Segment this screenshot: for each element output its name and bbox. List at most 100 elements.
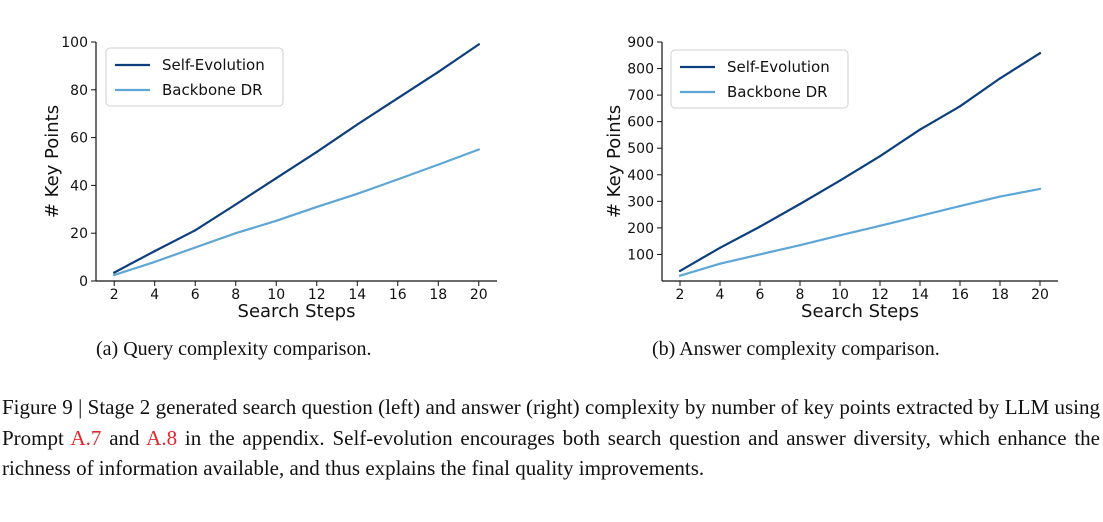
data-point — [678, 274, 682, 277]
data-point — [678, 269, 682, 273]
x-tick-label: 14 — [911, 287, 929, 303]
y-tick-label: 700 — [627, 88, 654, 104]
data-point — [918, 214, 922, 218]
data-point — [315, 205, 318, 209]
chart-b: 2 4 6 8 10 12 14 16 18 20 100 200 300 400 500 600 700 800… — [604, 35, 1058, 322]
x-tick-label: 20 — [470, 287, 488, 303]
y-tick-label: 100 — [61, 35, 88, 51]
legend-label: Self-Evolution — [162, 56, 265, 74]
data-point — [758, 253, 762, 256]
x-axis-label: Search Steps — [238, 301, 356, 322]
y-tick-label: 80 — [70, 83, 88, 99]
y-tick-label: 900 — [627, 35, 654, 51]
x-tick-label: 18 — [991, 287, 1009, 303]
data-point — [234, 232, 237, 235]
data-point — [275, 219, 278, 222]
x-tick-label: 20 — [1031, 287, 1049, 303]
data-point — [998, 195, 1002, 198]
y-tick-label: 500 — [627, 141, 654, 157]
data-point — [798, 202, 802, 206]
data-point — [153, 250, 156, 253]
y-axis-label: # Key Points — [42, 105, 63, 218]
y-tick-label: 300 — [627, 194, 654, 210]
x-tick-label: 4 — [150, 287, 159, 303]
x-tick-label: 8 — [796, 287, 805, 303]
data-point — [437, 163, 440, 166]
data-point — [396, 97, 399, 100]
x-tick-label: 2 — [676, 287, 685, 303]
x-tick-label: 6 — [756, 287, 765, 303]
data-point — [958, 105, 962, 108]
caption-ref-a7[interactable]: A.7 — [70, 425, 102, 450]
legend-label: Backbone DR — [162, 81, 263, 99]
legend-label: Backbone DR — [727, 83, 828, 101]
data-point — [998, 77, 1002, 80]
caption-text-1: Figure 9 | Stage 2 generated search ques… — [2, 395, 1100, 450]
x-tick-label: 6 — [191, 287, 200, 303]
y-axis-label: # Key Points — [604, 105, 625, 218]
series-line-1 — [113, 43, 480, 274]
data-point — [194, 229, 197, 232]
data-point — [356, 123, 359, 126]
legend-label: Self-Evolution — [727, 58, 830, 76]
data-point — [918, 128, 922, 131]
data-point — [798, 244, 802, 247]
data-point — [113, 273, 116, 277]
x-tick-label: 4 — [716, 287, 725, 303]
caption-ref-a8[interactable]: A.8 — [146, 425, 178, 450]
x-tick-label: 12 — [871, 287, 889, 303]
x-tick-label: 8 — [231, 287, 240, 303]
series-line-2 — [678, 187, 1042, 277]
y-tick-label: 40 — [70, 178, 88, 194]
legend-box — [105, 47, 284, 107]
y-tick-label: 400 — [627, 168, 654, 184]
data-point — [275, 177, 278, 180]
y-tick-label: 200 — [627, 221, 654, 237]
data-point — [194, 246, 197, 249]
series-line-2 — [113, 148, 480, 277]
x-tick-label: 14 — [348, 287, 366, 303]
x-tick-label: 10 — [267, 287, 285, 303]
data-point — [356, 192, 359, 195]
data-point — [958, 205, 962, 208]
data-point — [437, 70, 440, 73]
x-tick-label: 2 — [110, 287, 119, 303]
caption-text-2: and — [101, 425, 147, 450]
x-tick-label: 12 — [308, 287, 326, 303]
x-tick-label: 16 — [389, 287, 407, 303]
data-point — [838, 234, 842, 237]
caption-text-3: in the appendix. Self-evolution encourag… — [2, 425, 1100, 481]
y-tick-label: 800 — [627, 62, 654, 78]
data-point — [758, 225, 762, 228]
chart-a: 2 4 6 8 10 12 14 16 18 20 0 20 40 60 80 100 Search Steps… — [42, 35, 497, 322]
x-tick-label: 18 — [429, 287, 447, 303]
data-point — [838, 179, 842, 182]
y-tick-label: 100 — [627, 247, 654, 263]
y-tick-label: 20 — [70, 226, 88, 242]
subcaption-b: (b) Answer complexity comparison. — [652, 338, 940, 360]
data-point — [878, 155, 882, 158]
x-tick-label: 16 — [951, 287, 969, 303]
x-axis-label: Search Steps — [801, 301, 919, 322]
data-point — [153, 260, 156, 263]
y-tick-label: 600 — [627, 115, 654, 131]
data-point — [396, 178, 399, 181]
data-point — [477, 43, 480, 46]
subcaption-a: (a) Query complexity comparison. — [96, 338, 372, 360]
legend-box — [670, 49, 849, 109]
data-point — [718, 246, 722, 249]
y-tick-label: 60 — [70, 131, 88, 147]
data-point — [1038, 187, 1042, 190]
figure-caption: Figure 9 | Stage 2 generated search ques… — [2, 392, 1100, 484]
y-tick-label: 0 — [79, 274, 88, 290]
data-point — [1038, 52, 1042, 55]
data-point — [113, 271, 116, 274]
data-point — [477, 148, 480, 151]
data-point — [878, 224, 882, 227]
series-line-1 — [678, 52, 1042, 272]
x-tick-label: 10 — [831, 287, 849, 303]
data-point — [718, 262, 722, 265]
data-point — [234, 203, 237, 206]
data-point — [315, 150, 318, 154]
